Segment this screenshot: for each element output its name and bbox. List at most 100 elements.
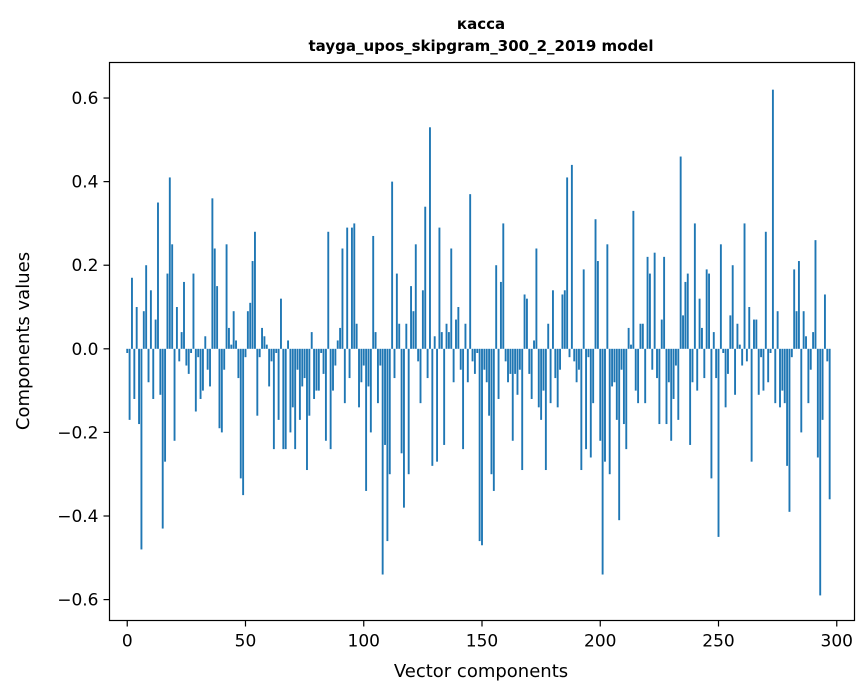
bar-68 xyxy=(287,340,290,349)
bar-96 xyxy=(353,223,356,349)
bar-48 xyxy=(239,348,242,479)
bar-289 xyxy=(809,348,812,370)
bar-106 xyxy=(376,348,379,404)
bar-53 xyxy=(251,261,254,349)
bar-7 xyxy=(142,311,145,349)
x-tick-label: 300 xyxy=(821,632,853,652)
bar-60 xyxy=(268,348,271,387)
bar-266 xyxy=(755,319,758,349)
bar-272 xyxy=(769,348,772,353)
bar-103 xyxy=(369,348,372,433)
bar-287 xyxy=(805,336,807,349)
bar-205 xyxy=(611,348,614,387)
bar-115 xyxy=(398,323,401,349)
bar-4 xyxy=(135,307,138,349)
bar-95 xyxy=(350,227,353,349)
bar-98 xyxy=(358,348,360,408)
bar-183 xyxy=(559,348,561,370)
bar-35 xyxy=(209,348,211,387)
bar-8 xyxy=(145,265,148,349)
bar-128 xyxy=(429,127,431,349)
bar-180 xyxy=(552,290,554,349)
x-tick-label: 250 xyxy=(702,632,734,652)
bar-24 xyxy=(183,281,185,349)
bar-69 xyxy=(289,348,292,433)
bar-223 xyxy=(653,252,656,349)
bar-294 xyxy=(821,348,824,420)
bar-162 xyxy=(509,348,512,374)
bar-159 xyxy=(502,223,505,349)
bar-126 xyxy=(424,206,427,349)
bar-284 xyxy=(797,261,800,349)
bar-58 xyxy=(263,336,266,349)
bar-16 xyxy=(164,348,167,462)
bar-13 xyxy=(157,202,159,349)
y-tick-label: 0.2 xyxy=(71,256,98,276)
bar-233 xyxy=(677,348,680,420)
bar-62 xyxy=(272,348,275,450)
bar-251 xyxy=(719,244,722,349)
bar-75 xyxy=(303,348,306,379)
bar-156 xyxy=(495,265,498,349)
y-tick-label: 0.4 xyxy=(71,173,98,193)
bar-147 xyxy=(473,348,476,374)
bar-243 xyxy=(701,327,703,349)
bar-140 xyxy=(457,307,460,349)
bar-100 xyxy=(362,348,365,366)
bar-221 xyxy=(648,273,651,349)
bar-163 xyxy=(511,348,514,441)
bar-212 xyxy=(627,327,630,349)
bar-269 xyxy=(762,348,765,391)
bar-33 xyxy=(204,336,207,349)
bar-240 xyxy=(693,223,696,349)
bar-194 xyxy=(585,348,588,450)
bar-165 xyxy=(516,348,519,395)
bar-235 xyxy=(682,315,684,349)
bar-32 xyxy=(201,348,204,391)
bar-158 xyxy=(499,281,502,349)
bar-37 xyxy=(213,248,216,349)
bar-208 xyxy=(618,348,621,521)
bar-209 xyxy=(620,348,623,370)
bar-295 xyxy=(823,294,826,349)
bar-84 xyxy=(324,348,327,441)
bar-17 xyxy=(166,273,169,349)
bar-94 xyxy=(348,348,351,379)
bar-107 xyxy=(379,348,382,366)
bar-250 xyxy=(717,348,720,537)
bar-170 xyxy=(528,348,531,374)
bar-292 xyxy=(816,348,819,458)
bar-267 xyxy=(757,348,760,395)
bar-65 xyxy=(280,298,282,349)
bar-237 xyxy=(686,273,689,349)
bar-145 xyxy=(469,194,472,349)
bar-248 xyxy=(712,332,715,349)
bar-80 xyxy=(315,348,318,391)
plot-frame xyxy=(108,61,856,622)
bar-189 xyxy=(573,348,576,362)
bar-45 xyxy=(232,311,235,349)
bar-222 xyxy=(651,348,654,370)
bar-104 xyxy=(372,235,375,349)
bar-275 xyxy=(776,311,779,349)
bar-34 xyxy=(206,348,209,370)
bar-249 xyxy=(715,348,718,379)
bar-111 xyxy=(388,348,391,475)
bar-22 xyxy=(178,348,181,362)
bar-15 xyxy=(161,348,164,529)
bar-160 xyxy=(504,348,507,362)
bar-176 xyxy=(542,348,545,391)
bar-64 xyxy=(277,348,280,420)
bar-141 xyxy=(459,348,462,370)
bar-56 xyxy=(258,348,261,358)
bar-49 xyxy=(242,348,245,496)
bar-137 xyxy=(450,248,453,349)
bar-195 xyxy=(587,348,590,358)
bar-217 xyxy=(639,323,642,349)
y-tick-label: −0.4 xyxy=(57,507,98,527)
bar-27 xyxy=(190,348,193,353)
x-tick-label: 100 xyxy=(348,632,380,652)
bar-36 xyxy=(211,198,214,349)
bar-28 xyxy=(192,273,195,349)
bar-175 xyxy=(540,348,543,420)
